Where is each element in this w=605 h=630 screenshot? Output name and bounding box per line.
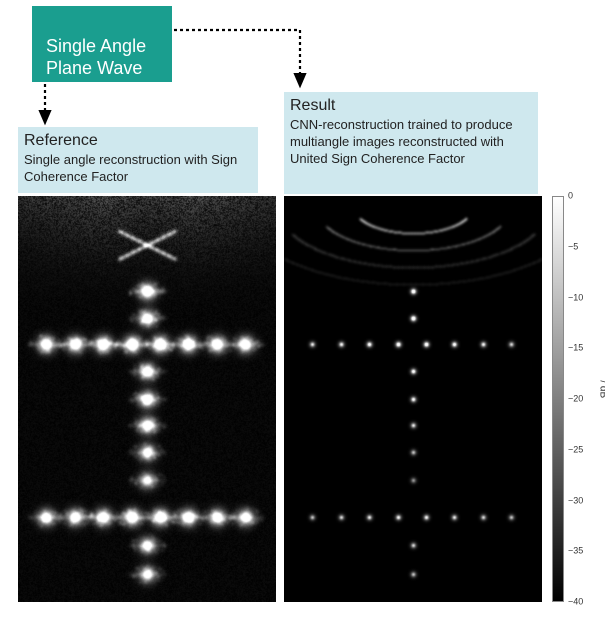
colorbar: 0−5−10−15−20−25−30−35−40 Intensity / dB	[552, 196, 592, 602]
colorbar-label: Intensity / dB	[598, 380, 605, 417]
reference-label-box: Reference Single angle reconstruction wi…	[18, 127, 258, 193]
colorbar-tick: −35	[568, 547, 583, 556]
source-text: Single Angle Plane Wave Raw Data	[46, 36, 146, 101]
result-canvas	[284, 196, 542, 602]
reference-title: Reference	[24, 131, 252, 152]
result-label-box: Result CNN-reconstruction trained to pro…	[284, 92, 538, 194]
source-box: Single Angle Plane Wave Raw Data	[32, 6, 172, 82]
colorbar-tick: 0	[568, 192, 573, 201]
reference-image-panel	[18, 196, 276, 602]
colorbar-tick: −10	[568, 293, 583, 302]
reference-subtitle: Single angle reconstruction with Sign Co…	[24, 152, 252, 186]
result-title: Result	[290, 96, 532, 117]
colorbar-tick: −5	[568, 242, 578, 251]
colorbar-tick: −15	[568, 344, 583, 353]
reference-canvas	[18, 196, 276, 602]
arrow-right	[174, 30, 300, 84]
colorbar-tick: −30	[568, 496, 583, 505]
colorbar-tick: −20	[568, 395, 583, 404]
result-image-panel	[284, 196, 542, 602]
colorbar-gradient	[552, 196, 564, 602]
colorbar-tick: −40	[568, 598, 583, 607]
result-subtitle: CNN-reconstruction trained to produce mu…	[290, 117, 532, 168]
colorbar-tick: −25	[568, 445, 583, 454]
